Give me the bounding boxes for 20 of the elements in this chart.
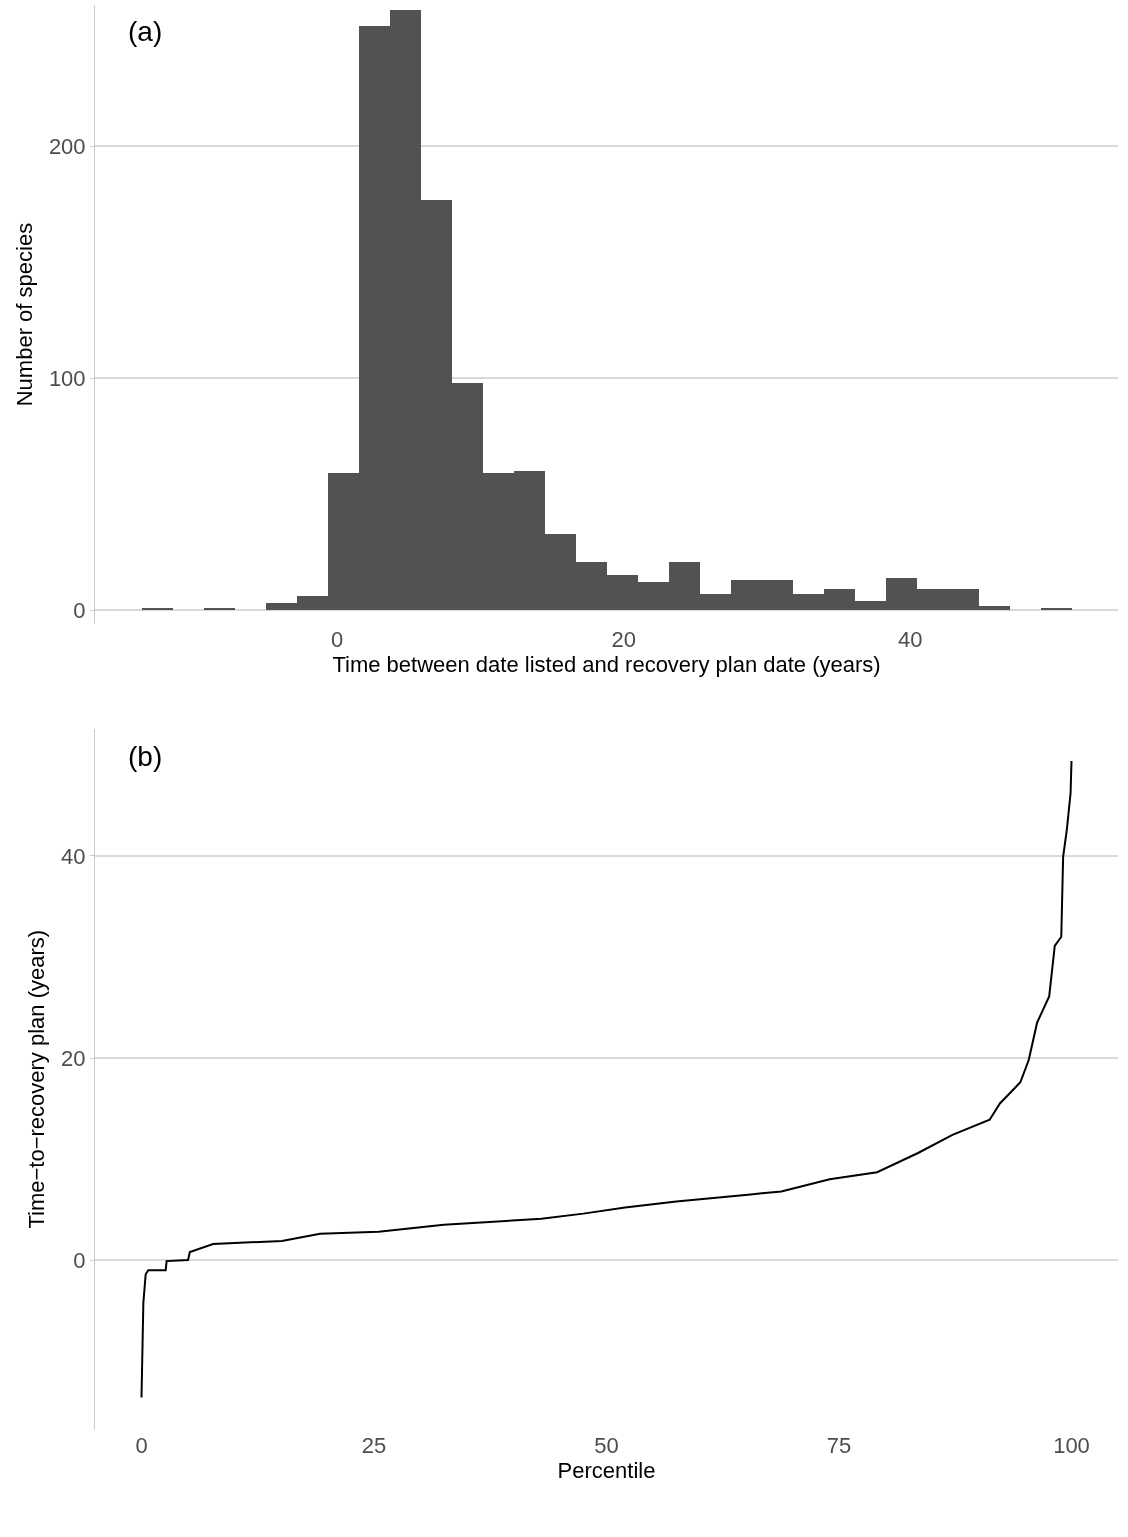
y-tick-label: 0 (73, 1247, 86, 1273)
x-tick-label: 100 (1053, 1432, 1090, 1458)
y-tick-label: 100 (48, 366, 86, 392)
y-tick-label: 40 (61, 843, 86, 869)
annotation: (a) (128, 16, 163, 47)
x-axis-title: Time between date listed and recovery plan date (years) (332, 652, 881, 678)
x-tick-label: 0 (331, 627, 344, 653)
y-tick-label: 20 (61, 1045, 86, 1071)
y-axis-title: Number of species (11, 222, 37, 407)
y-axis-title: Time−to−recovery plan (years) (23, 929, 49, 1229)
x-axis-title: Percentile (557, 1457, 656, 1483)
x-tick-label: 50 (594, 1432, 619, 1458)
y-tick-label: 0 (73, 597, 86, 623)
x-tick-label: 25 (361, 1432, 387, 1458)
x-tick-label: 40 (898, 627, 923, 653)
y-tick-label: 200 (48, 134, 86, 160)
annotation: (b) (128, 741, 163, 772)
x-tick-label: 75 (826, 1432, 852, 1458)
x-tick-label: 0 (135, 1432, 148, 1458)
x-tick-label: 20 (611, 627, 636, 653)
